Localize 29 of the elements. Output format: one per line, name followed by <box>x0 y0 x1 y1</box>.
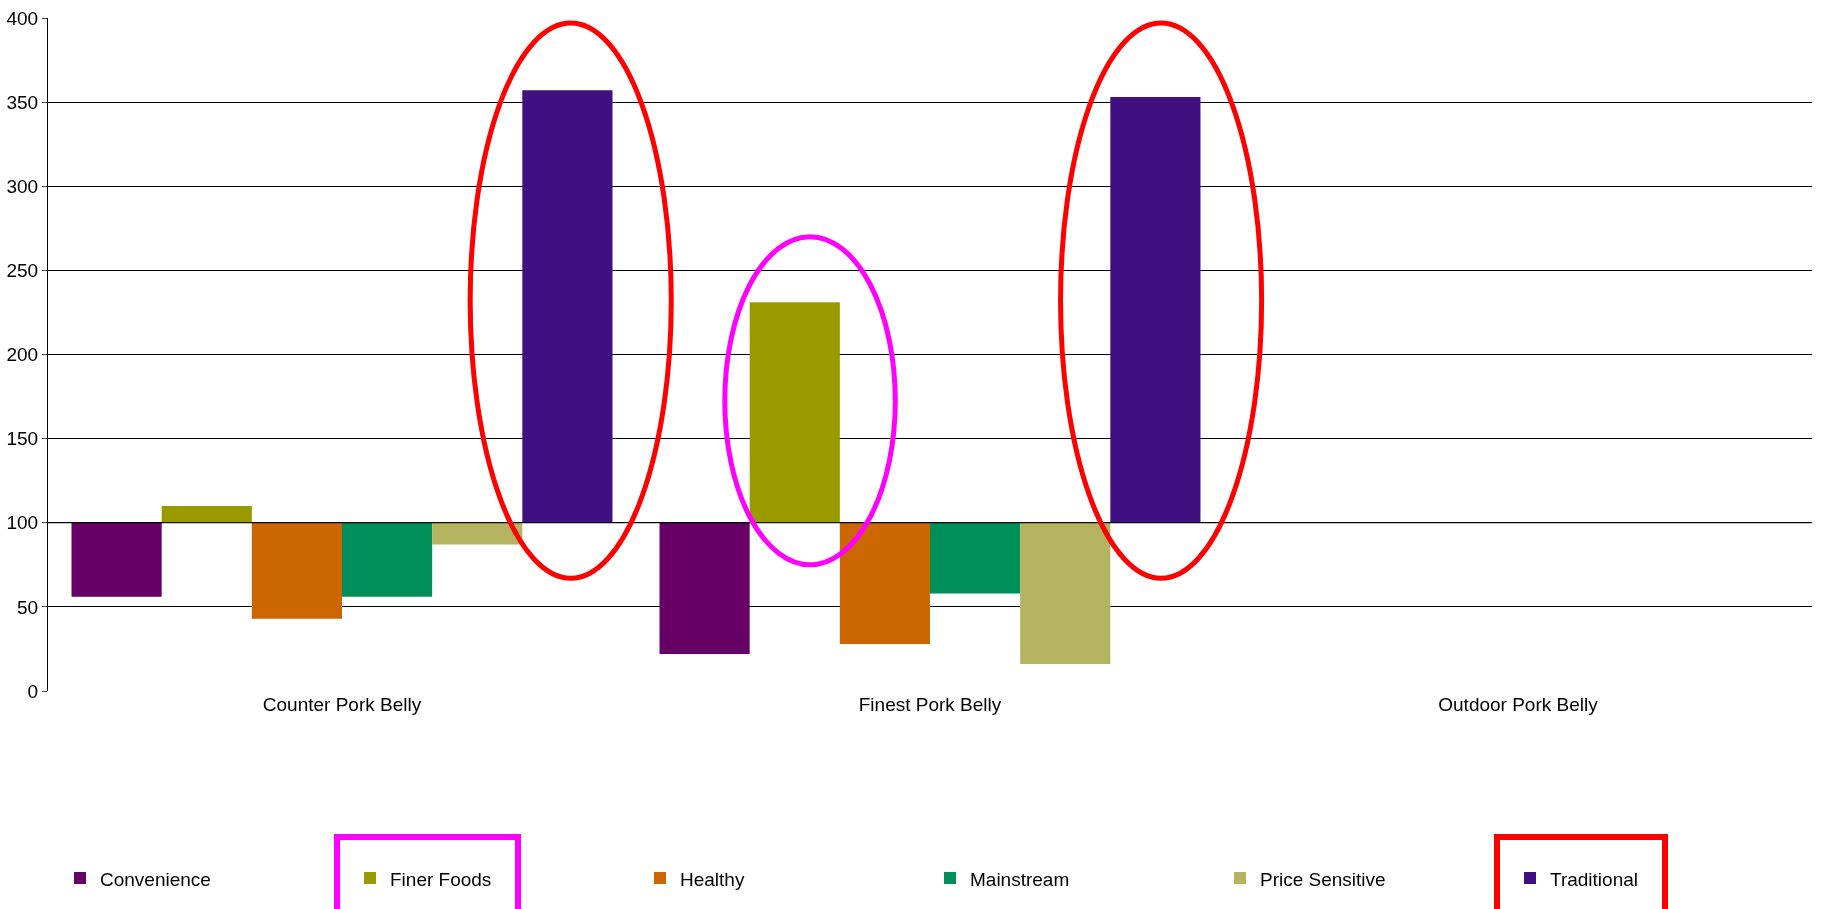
bar <box>1110 97 1201 523</box>
y-tick-label: 150 <box>6 428 39 450</box>
legend-label: Price Sensitive <box>1260 868 1386 890</box>
y-tick-label: 350 <box>6 91 39 113</box>
y-tick-label: 300 <box>6 175 39 197</box>
bar <box>71 522 162 597</box>
bar <box>342 522 433 597</box>
legend-label: Mainstream <box>970 868 1070 890</box>
y-tick-label: 200 <box>6 344 39 366</box>
y-tick-label: 250 <box>6 260 39 282</box>
bar <box>839 522 930 644</box>
bar <box>659 522 750 654</box>
bar <box>432 522 523 545</box>
y-tick-label: 0 <box>27 680 39 702</box>
bar <box>930 522 1021 594</box>
bar <box>1020 522 1111 665</box>
x-tick-label: Finest Pork Belly <box>858 694 1002 715</box>
y-tick-label: 400 <box>6 7 39 29</box>
y-tick-label: 100 <box>6 512 39 534</box>
bar <box>251 522 342 619</box>
legend-label: Finer Foods <box>390 868 492 890</box>
y-tick-label: 50 <box>17 596 39 618</box>
bar <box>161 505 252 523</box>
bar <box>749 302 840 523</box>
legend-label: Convenience <box>100 868 211 890</box>
x-tick-label: Counter Pork Belly <box>262 694 422 715</box>
x-tick-label: Outdoor Pork Belly <box>1438 694 1599 715</box>
legend-label: Healthy <box>680 868 745 890</box>
legend-label: Traditional <box>1550 868 1639 890</box>
